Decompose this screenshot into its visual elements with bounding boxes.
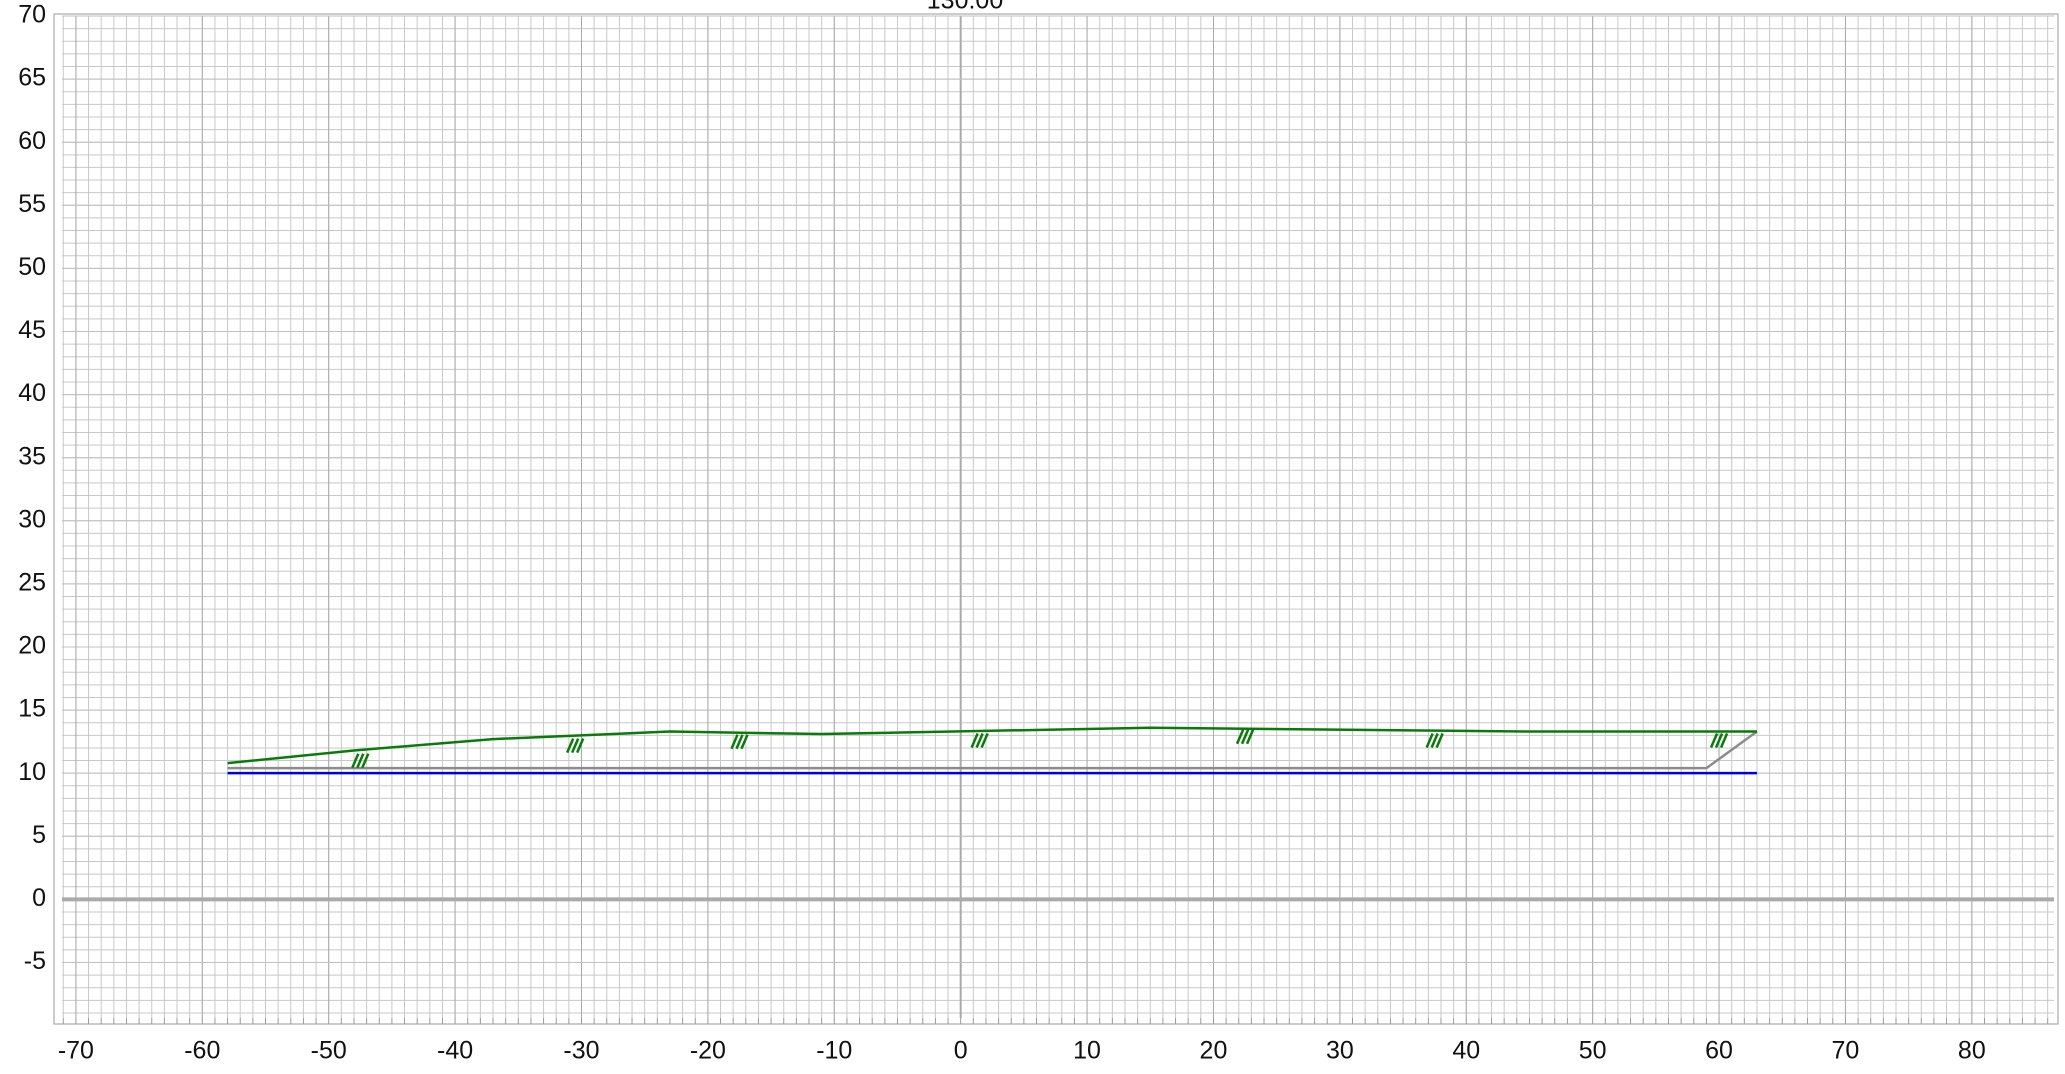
hatch-stroke: [566, 738, 575, 754]
x-tick-label: 60: [1705, 1037, 1733, 1065]
hatch-symbol: [1235, 729, 1255, 745]
y-tick-label: -5: [24, 947, 46, 975]
x-tick-label: 40: [1452, 1037, 1480, 1065]
x-tick-label: -70: [58, 1037, 94, 1065]
hatch-stroke: [571, 738, 580, 754]
x-tick-label: -40: [437, 1037, 473, 1065]
hatch-stroke: [1435, 733, 1444, 749]
hatch-symbol: [730, 734, 749, 750]
hatch-symbol: [970, 733, 989, 749]
hatch-stroke: [1709, 733, 1719, 749]
x-tick-label: -30: [563, 1037, 599, 1065]
y-tick-label: 35: [18, 442, 46, 470]
x-tick-label: 10: [1073, 1037, 1101, 1065]
x-tick-label: 50: [1579, 1037, 1607, 1065]
y-tick-label: 5: [32, 821, 46, 849]
hatch-stroke: [576, 738, 585, 754]
hatch-stroke: [351, 753, 360, 769]
hatch-stroke: [980, 733, 989, 749]
hatch-stroke: [1719, 733, 1729, 749]
hatch-symbol: [351, 753, 370, 769]
chart-title: 130.00: [927, 0, 1003, 15]
x-tick-label: 30: [1326, 1037, 1354, 1065]
hatch-symbol: [1709, 733, 1729, 749]
hatch-stroke: [356, 753, 365, 769]
y-tick-label: 25: [18, 568, 46, 596]
hatch-symbol: [566, 738, 585, 754]
x-tick-label: -50: [311, 1037, 347, 1065]
x-tick-label: -60: [184, 1037, 220, 1065]
hatch-stroke: [361, 753, 370, 769]
hatch-stroke: [1245, 729, 1255, 745]
frame: [53, 13, 2059, 1025]
hatch-stroke: [730, 734, 739, 750]
hatch-stroke: [970, 733, 979, 749]
hatch-stroke: [1240, 729, 1250, 745]
y-tick-label: 10: [18, 758, 46, 786]
y-tick-label: 55: [18, 190, 46, 218]
hatch-stroke: [740, 734, 749, 750]
y-tick-label: 65: [18, 64, 46, 92]
x-tick-label: 70: [1832, 1037, 1860, 1065]
hatch-stroke: [1235, 729, 1245, 745]
y-tick-label: 70: [18, 1, 46, 29]
y-tick-label: 50: [18, 253, 46, 281]
x-tick-label: 80: [1958, 1037, 1986, 1065]
x-tick-label: 20: [1200, 1037, 1228, 1065]
hatch-stroke: [1430, 733, 1439, 749]
hatch-stroke: [1425, 733, 1434, 749]
x-tick-label: -20: [690, 1037, 726, 1065]
y-tick-label: 20: [18, 632, 46, 660]
hatch-stroke: [735, 734, 744, 750]
y-tick-label: 60: [18, 127, 46, 155]
y-tick-label: 15: [18, 695, 46, 723]
series-line: [227, 730, 1758, 770]
hatch-stroke: [975, 733, 984, 749]
x-tick-label: 0: [954, 1037, 968, 1065]
y-tick-label: 30: [18, 505, 46, 533]
y-tick-label: 40: [18, 379, 46, 407]
x-tick-label: -10: [816, 1037, 852, 1065]
series-line: [227, 726, 1757, 765]
hatch-stroke: [1714, 733, 1724, 749]
hatch-symbol: [1425, 733, 1444, 749]
y-tick-label: 0: [32, 884, 46, 912]
y-tick-label: 45: [18, 316, 46, 344]
